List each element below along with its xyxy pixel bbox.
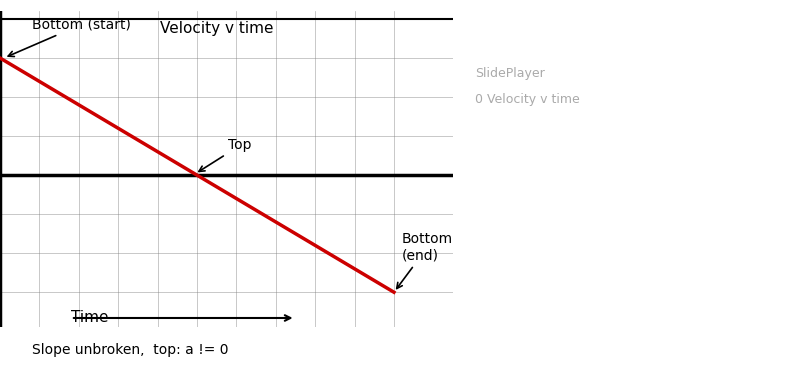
Text: Linear Kinematics - Free Fall: Linear Kinematics - Free Fall [475,30,741,48]
Text: Bottom (start): Bottom (start) [8,18,130,57]
Text: ● Visit: ● Visit [492,129,524,139]
Text: View saved: View saved [646,129,701,139]
Text: Bottom
(end): Bottom (end) [396,232,453,289]
Text: < Share: < Share [735,129,774,139]
Text: Time: Time [71,311,108,326]
Text: Top: Top [199,138,252,171]
Text: SlidePlayer: SlidePlayer [475,67,544,80]
Text: □ Save: □ Save [578,129,614,139]
Text: 0 Velocity v time: 0 Velocity v time [475,93,579,106]
Text: Slope unbroken,  top: a != 0: Slope unbroken, top: a != 0 [32,343,229,357]
Text: Related images:: Related images: [475,167,577,180]
Text: Velocity v time: Velocity v time [160,20,273,36]
